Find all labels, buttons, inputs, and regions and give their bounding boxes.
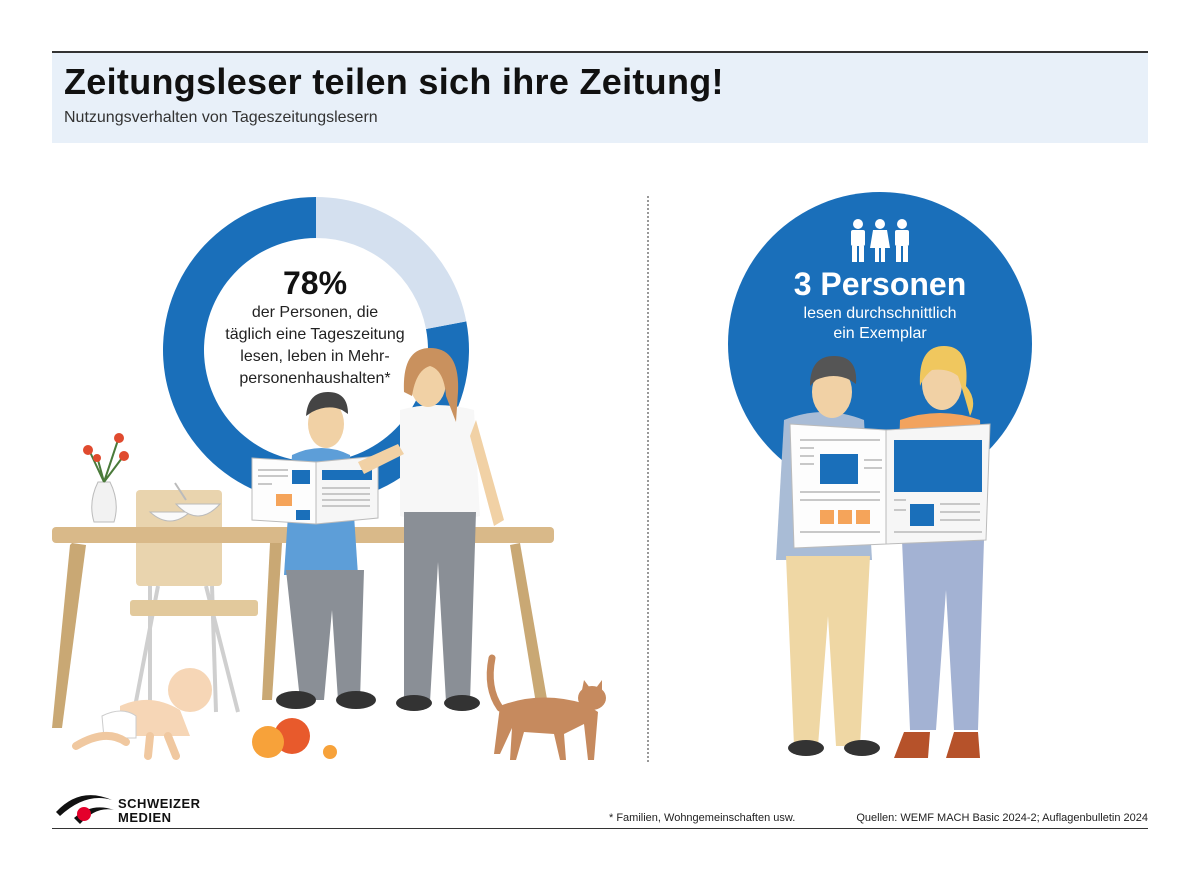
page-title: Zeitungsleser teilen sich ihre Zeitung! (64, 61, 724, 102)
vase-icon (83, 433, 129, 523)
logo-text: SCHWEIZER MEDIEN (118, 797, 201, 825)
bowls-icon (148, 482, 222, 522)
logo-line2: MEDIEN (118, 810, 172, 825)
balls-icon (252, 718, 337, 759)
donut-slice-2 (316, 197, 467, 330)
persons-text-line: ein Exemplar (833, 325, 927, 342)
donut-text-line: täglich eine Tageszeitung (225, 326, 405, 343)
cat-illustration (486, 654, 606, 760)
logo-icon (56, 795, 114, 824)
source-note: Quellen: WEMF MACH Basic 2024-2; Auflage… (856, 812, 1148, 824)
logo-line1: SCHWEIZER (118, 796, 201, 811)
donut-text-line: lesen, leben in Mehr- (240, 348, 390, 365)
panel-divider (647, 196, 649, 762)
donut-text-line: der Personen, die (251, 304, 379, 321)
baby-illustration (72, 668, 212, 760)
persons-count: 3 Personen (793, 266, 967, 302)
donut-text-line: personenhaushalten* (239, 370, 391, 387)
header-band: Zeitungsleser teilen sich ihre Zeitung! … (52, 53, 1148, 143)
newspaper-icon (251, 455, 379, 525)
standing-woman-illustration (358, 348, 504, 711)
newspaper-icon (789, 423, 991, 549)
persons-text-line: lesen durchschnittlich (803, 305, 957, 322)
people-icon (851, 219, 909, 262)
footnote: * Familien, Wohngemeinschaften usw. (609, 812, 796, 824)
bottom-rule (52, 828, 1148, 829)
persons-label: 3 Personen lesen durchschnittlich ein Ex… (760, 264, 1000, 344)
page-subtitle: Nutzungsverhalten von Tageszeitungsleser… (64, 109, 378, 126)
donut-label: 78% der Personen, die täglich eine Tages… (200, 264, 430, 390)
donut-percentage: 78% (282, 265, 348, 301)
top-rule (52, 51, 1148, 53)
donut-chart (162, 197, 470, 504)
seated-man-illustration (276, 392, 376, 709)
